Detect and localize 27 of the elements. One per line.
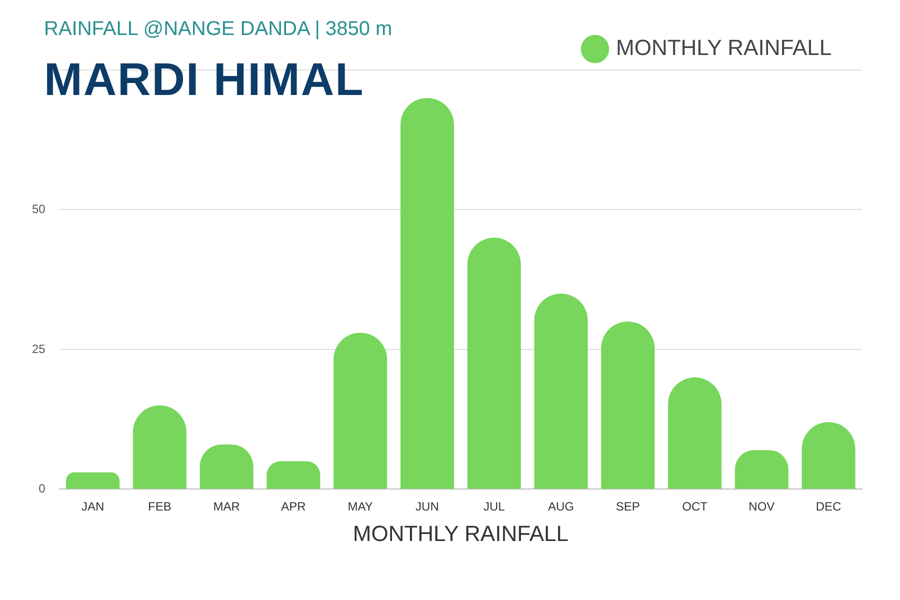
bar — [668, 377, 722, 489]
chart-subtitle: RAINFALL @NANGE DANDA | 3850 m — [44, 18, 392, 41]
x-tick-label: JAN — [81, 500, 104, 514]
legend-label: MONTHLY RAINFALL — [616, 35, 832, 60]
bar — [334, 332, 388, 489]
y-tick-label: 50 — [32, 202, 46, 216]
bar — [601, 322, 655, 489]
y-tick-label: 0 — [38, 482, 46, 496]
x-tick-label: JUN — [416, 500, 439, 514]
y-tick-label: 25 — [32, 342, 46, 356]
x-axis-title: MONTHLY RAINFALL — [352, 520, 568, 546]
x-tick-label: FEB — [148, 500, 172, 514]
chart-title: MARDI HIMAL — [44, 52, 364, 106]
x-tick-label: NOV — [748, 500, 775, 514]
bar — [400, 98, 454, 489]
x-tick-label: OCT — [682, 500, 708, 514]
bar — [266, 461, 320, 489]
x-tick-label: DEC — [816, 500, 842, 514]
bar — [66, 472, 120, 489]
x-tick-label: MAY — [348, 500, 373, 514]
bar — [467, 238, 521, 489]
x-tick-label: JUL — [483, 500, 506, 514]
bar — [534, 294, 588, 489]
x-tick-label: SEP — [616, 500, 640, 514]
x-tick-label: APR — [281, 500, 306, 514]
x-tick-label: MAR — [213, 500, 240, 514]
x-tick-label: AUG — [548, 500, 574, 514]
